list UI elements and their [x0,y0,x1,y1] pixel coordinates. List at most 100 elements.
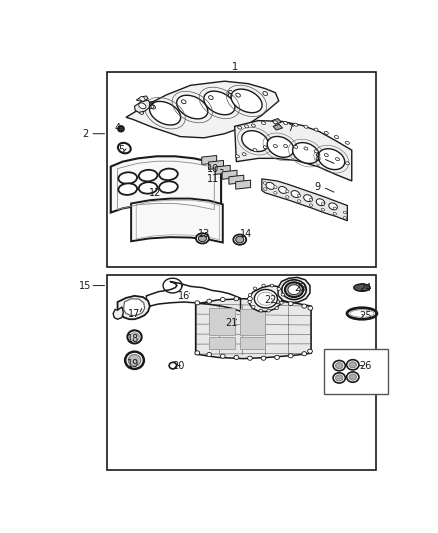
Ellipse shape [324,154,328,157]
Text: 5: 5 [118,145,124,155]
Polygon shape [117,296,150,319]
Ellipse shape [267,136,294,157]
Ellipse shape [291,191,300,198]
Polygon shape [273,124,283,130]
Ellipse shape [270,284,274,287]
Ellipse shape [277,287,280,290]
Ellipse shape [280,301,283,304]
Ellipse shape [288,354,293,358]
Ellipse shape [293,143,319,164]
Ellipse shape [273,120,277,124]
Ellipse shape [247,356,252,360]
Ellipse shape [248,301,251,303]
Ellipse shape [248,294,251,296]
Ellipse shape [335,135,339,139]
Polygon shape [278,277,310,303]
Polygon shape [215,165,230,174]
Text: 20: 20 [173,361,185,370]
Text: 1: 1 [232,62,238,72]
Ellipse shape [282,280,306,300]
Ellipse shape [309,198,313,201]
Ellipse shape [329,203,337,210]
Text: 12: 12 [148,188,161,198]
Polygon shape [209,337,235,349]
Ellipse shape [231,89,262,112]
Ellipse shape [207,299,212,303]
Ellipse shape [159,168,178,180]
Ellipse shape [288,302,293,306]
Ellipse shape [234,356,239,359]
Ellipse shape [262,284,265,287]
Ellipse shape [283,144,288,148]
Ellipse shape [343,216,346,219]
Ellipse shape [238,126,242,129]
Text: 14: 14 [240,229,253,239]
Ellipse shape [254,289,277,308]
Ellipse shape [220,297,225,302]
Ellipse shape [285,282,303,297]
Ellipse shape [281,293,285,296]
Ellipse shape [140,96,145,101]
Ellipse shape [235,155,239,158]
Ellipse shape [263,92,268,95]
Text: 8: 8 [315,154,321,163]
Polygon shape [196,298,311,359]
Polygon shape [229,175,244,184]
Text: 13: 13 [198,229,210,239]
Ellipse shape [267,309,270,312]
Ellipse shape [266,182,275,189]
Ellipse shape [234,297,239,301]
Text: 11: 11 [206,174,219,184]
Polygon shape [222,170,237,179]
Text: 4: 4 [114,123,120,133]
Ellipse shape [273,144,277,148]
Text: 9: 9 [315,182,321,192]
Ellipse shape [343,211,346,214]
Polygon shape [134,100,150,112]
Ellipse shape [274,191,277,194]
Ellipse shape [297,195,301,197]
Ellipse shape [307,349,312,353]
Ellipse shape [346,141,350,144]
Ellipse shape [333,373,345,383]
Polygon shape [209,308,235,335]
Ellipse shape [314,128,318,131]
Text: 15: 15 [79,280,92,290]
Ellipse shape [309,204,313,206]
Ellipse shape [297,200,301,203]
Polygon shape [236,180,251,189]
Polygon shape [136,96,148,102]
Ellipse shape [264,188,267,190]
Ellipse shape [253,149,257,152]
Ellipse shape [242,153,246,156]
Ellipse shape [279,187,287,193]
Ellipse shape [336,158,339,161]
Ellipse shape [324,131,328,134]
Ellipse shape [236,236,244,243]
Text: 21: 21 [225,318,237,327]
Ellipse shape [208,95,213,100]
Ellipse shape [236,93,240,97]
Ellipse shape [220,354,225,358]
Text: 23: 23 [295,282,307,293]
Ellipse shape [302,304,307,308]
Text: 10: 10 [206,164,219,174]
Polygon shape [113,307,124,319]
Ellipse shape [128,354,141,366]
Bar [324,349,388,394]
Ellipse shape [181,100,186,104]
Ellipse shape [251,305,255,309]
Ellipse shape [283,122,288,125]
Text: 2: 2 [82,129,88,139]
Ellipse shape [261,298,266,302]
Ellipse shape [244,125,248,128]
Ellipse shape [304,125,308,128]
Ellipse shape [259,309,262,312]
Ellipse shape [195,351,200,355]
Ellipse shape [118,183,137,195]
Ellipse shape [286,196,289,198]
Polygon shape [240,309,265,335]
Ellipse shape [139,103,146,109]
Ellipse shape [346,161,350,165]
Polygon shape [202,156,217,165]
